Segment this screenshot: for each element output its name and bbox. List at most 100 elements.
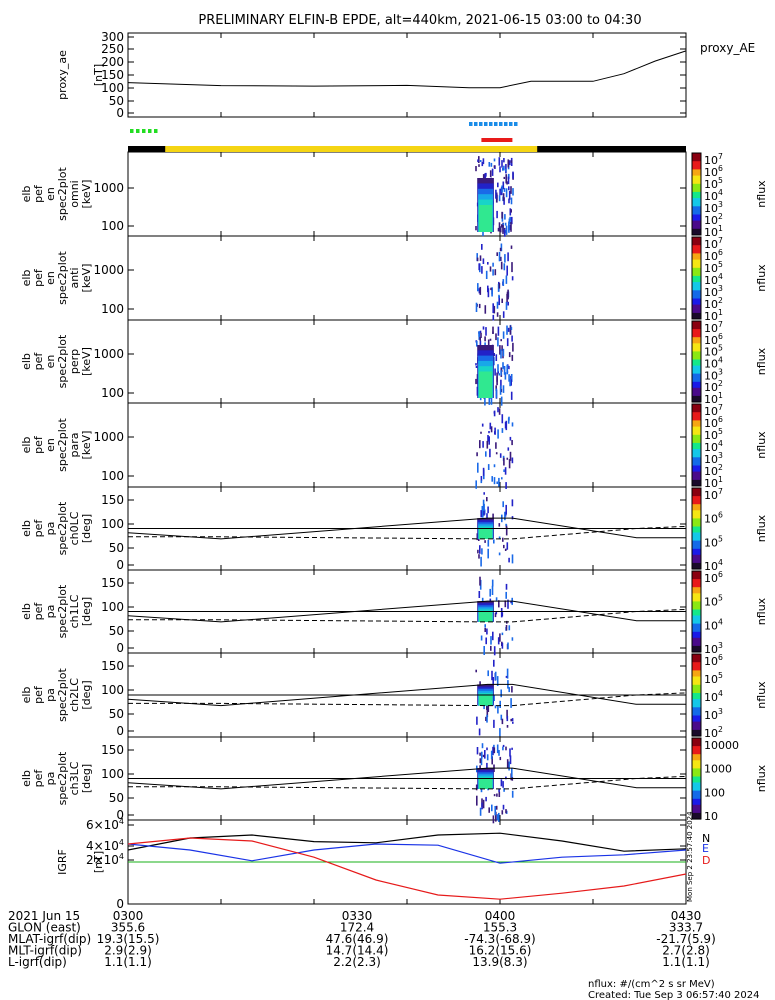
spectrogram-pixel — [502, 225, 504, 234]
spectrogram-pixel — [476, 716, 478, 725]
spectrogram-pixel — [475, 363, 477, 366]
colorbar-swatch — [692, 387, 701, 391]
energy-spectrogram-4 — [475, 407, 514, 489]
colorbar-swatch — [692, 802, 701, 806]
axis-label-line: spec2plot — [56, 668, 69, 722]
spectrogram-pixel — [500, 349, 502, 359]
colorbar-swatch — [692, 165, 701, 168]
axis-label-line: [nT] — [92, 64, 105, 86]
orbit-row-label: 2021 Jun 15 — [8, 909, 80, 923]
y-tick-label: 200 — [101, 55, 124, 69]
colorbar-tick-label: 105 — [704, 594, 723, 609]
axis-label-line: elb — [20, 186, 33, 203]
spectrogram-pixel — [506, 542, 509, 550]
spectrogram-pixel — [480, 332, 482, 338]
spectrogram-pixel — [503, 187, 506, 192]
spectrogram-pixel — [505, 809, 507, 814]
series-name-label: proxy_AE — [700, 41, 755, 55]
colorbar-swatch — [692, 483, 701, 487]
colorbar-swatch — [692, 740, 701, 743]
spectrogram-pixel — [476, 795, 478, 806]
spectrogram-pixel — [503, 544, 505, 549]
colorbar-swatch — [692, 577, 701, 580]
pitch-angle-panel-7 — [127, 659, 687, 737]
colorbar-swatch — [692, 512, 701, 515]
spectrogram-pixel — [483, 510, 485, 516]
colorbar-swatch — [692, 204, 701, 207]
colorbar-swatch — [692, 247, 701, 250]
colorbar-swatch — [692, 436, 701, 440]
colorbar-swatch — [692, 159, 701, 162]
spectrogram-pixel — [493, 659, 495, 667]
colorbar-swatch — [692, 500, 701, 503]
spectrogram-pixel — [497, 182, 499, 188]
axis-label-line: [nT] — [92, 851, 105, 873]
spectrogram-pixel — [511, 718, 514, 721]
spectrogram-pixel — [495, 597, 498, 601]
spectrogram-pixel — [502, 331, 505, 339]
colorbar-swatch — [692, 420, 701, 423]
spectrogram-pixel — [477, 283, 479, 292]
spectrogram-pixel — [510, 391, 513, 400]
colorbar-frame — [691, 653, 702, 737]
axis-label-line: pef — [32, 352, 45, 371]
igrf-series-E — [127, 843, 687, 864]
spectrogram-pixel — [490, 287, 492, 291]
colorbar-swatch — [692, 583, 701, 586]
colorbar-swatch — [692, 815, 701, 818]
axis-label-line: para — [68, 433, 81, 458]
axis-label-line: proxy_ae — [56, 50, 69, 100]
spectrogram-pixel — [503, 197, 505, 205]
spectrogram-pixel — [498, 408, 501, 415]
colorbar-swatch — [692, 310, 701, 314]
colorbar-swatch — [692, 605, 701, 608]
spectrogram-pixel — [510, 718, 512, 722]
spectrogram-pixel — [504, 214, 506, 220]
axis-label-line: pa — [44, 772, 57, 786]
colorbar-swatch — [692, 438, 701, 442]
colorbar-tick-label: 104 — [704, 689, 723, 704]
spectrogram-pixel — [487, 548, 489, 559]
colorbar-swatch — [692, 738, 701, 741]
axis-label-line: en — [44, 438, 57, 452]
spectrogram-pixel — [492, 677, 494, 686]
axis-label-line: pef — [32, 184, 45, 203]
colorbar-swatch — [692, 637, 701, 641]
colorbar-swatch — [692, 690, 701, 694]
colorbar-swatch — [692, 534, 701, 538]
colorbar-tick-label: 106 — [704, 570, 723, 585]
colorbar-swatch — [692, 179, 701, 183]
spectrogram-pixel — [479, 286, 482, 295]
colorbar-swatch — [692, 445, 701, 448]
spectrogram-pixel — [480, 476, 483, 482]
spectrogram-pixel — [484, 336, 486, 342]
colorbar-tick-label: 104 — [704, 439, 723, 454]
spectrogram-pixel — [496, 793, 498, 797]
colorbar-tick-label: 107 — [704, 236, 723, 251]
spectrogram-pixel — [490, 162, 493, 167]
colorbar-swatch — [692, 155, 701, 158]
colorbar-swatch — [692, 817, 701, 820]
panel-2: elb pef en spec2plot anti [keV] 10001001071061… — [20, 235, 768, 323]
spectrogram-pixel — [490, 645, 492, 651]
colorbar-label: nflux — [755, 180, 768, 208]
colorbar-swatch — [692, 239, 701, 242]
colorbar-tick-label: 106 — [704, 653, 723, 668]
colorbar-swatch — [692, 674, 701, 678]
spectrogram-pixel — [505, 482, 507, 489]
spectrogram-pixel — [503, 158, 505, 163]
spectrogram-pixel — [493, 165, 496, 168]
spectrogram-pixel — [503, 165, 505, 171]
y-tick-label: 6×104 — [86, 817, 124, 832]
colorbar: 107 106 105 104 nflux — [691, 487, 768, 573]
spectrogram-pixel — [479, 336, 481, 341]
colorbar-swatch — [692, 641, 701, 645]
spectrogram-pixel — [493, 747, 496, 754]
y-tick-label: 2×104 — [86, 852, 124, 867]
igrf-series-D — [127, 837, 687, 900]
colorbar-swatch — [692, 664, 701, 667]
spectrogram-pixel — [507, 417, 510, 424]
spectrogram-pixel — [500, 243, 503, 252]
spectrogram-pixel — [504, 372, 507, 380]
colorbar-swatch — [692, 243, 701, 246]
